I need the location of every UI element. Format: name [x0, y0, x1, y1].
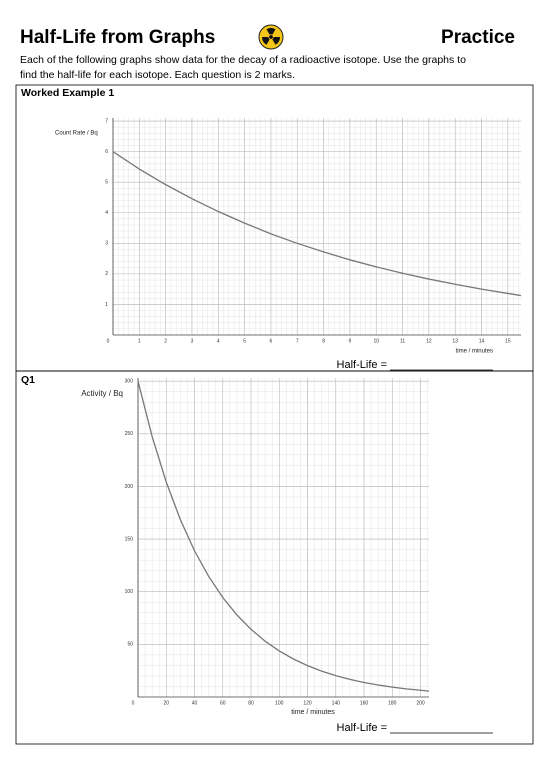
x-tick-label: 3: [191, 338, 194, 344]
decay-curve: [137, 380, 430, 692]
y-tick-label: 7: [105, 118, 108, 124]
x-tick-label: 140: [332, 700, 341, 706]
x-tick-label: 180: [388, 700, 397, 706]
x-tick-label: 0: [107, 338, 110, 344]
section-label: Q1: [21, 374, 35, 386]
answer-label: Half-Life =: [337, 722, 387, 734]
x-tick-label: 160: [360, 700, 369, 706]
x-axis-label: time / minutes: [456, 349, 493, 355]
x-tick-label: 5: [243, 338, 246, 344]
x-axis-label: time / minutes: [291, 709, 335, 716]
x-tick-label: 120: [303, 700, 312, 706]
x-tick-label: 14: [479, 338, 485, 344]
section-label: Worked Example 1: [21, 87, 114, 99]
x-tick-label: 80: [248, 700, 254, 706]
y-tick-label: 50: [127, 642, 133, 648]
x-tick-label: 12: [426, 338, 432, 344]
y-tick-label: 3: [105, 241, 108, 247]
y-axis-label: Activity / Bq: [81, 389, 123, 398]
y-tick-label: 300: [125, 378, 134, 384]
x-tick-label: 40: [192, 700, 198, 706]
y-tick-label: 250: [125, 431, 134, 437]
x-tick-label: 0: [132, 700, 135, 706]
x-tick-label: 4: [217, 338, 220, 344]
x-tick-label: 20: [163, 700, 169, 706]
y-tick-label: 200: [125, 484, 134, 490]
y-tick-label: 6: [105, 149, 108, 155]
radiation-icon: [258, 24, 284, 50]
y-tick-label: 2: [105, 271, 108, 277]
y-tick-label: 150: [125, 536, 134, 542]
x-tick-label: 11: [400, 338, 405, 344]
x-tick-label: 15: [505, 338, 511, 344]
x-tick-label: 100: [275, 700, 284, 706]
instructions: Each of the following graphs show data f…: [20, 54, 466, 66]
x-tick-label: 8: [322, 338, 325, 344]
decay-curve: [112, 151, 522, 297]
x-tick-label: 13: [452, 338, 458, 344]
x-tick-label: 7: [296, 338, 299, 344]
instructions: find the half-life for each isotope. Eac…: [20, 69, 295, 81]
section-box: [15, 370, 534, 745]
y-axis-label: Count Rate / Bq: [55, 131, 98, 137]
x-tick-label: 200: [416, 700, 425, 706]
y-tick-label: 100: [125, 589, 134, 595]
y-tick-label: 1: [105, 302, 108, 308]
x-tick-label: 6: [270, 338, 273, 344]
x-tick-label: 10: [373, 338, 379, 344]
title: Half-Life from Graphs: [20, 27, 215, 48]
practice-tag: Practice: [441, 27, 515, 48]
y-tick-label: 4: [105, 210, 108, 216]
x-tick-label: 2: [164, 338, 167, 344]
x-tick-label: 9: [349, 338, 352, 344]
answer-label: Half-Life =: [337, 359, 387, 371]
x-tick-label: 60: [220, 700, 226, 706]
x-tick-label: 1: [138, 338, 141, 344]
y-tick-label: 5: [105, 180, 108, 186]
